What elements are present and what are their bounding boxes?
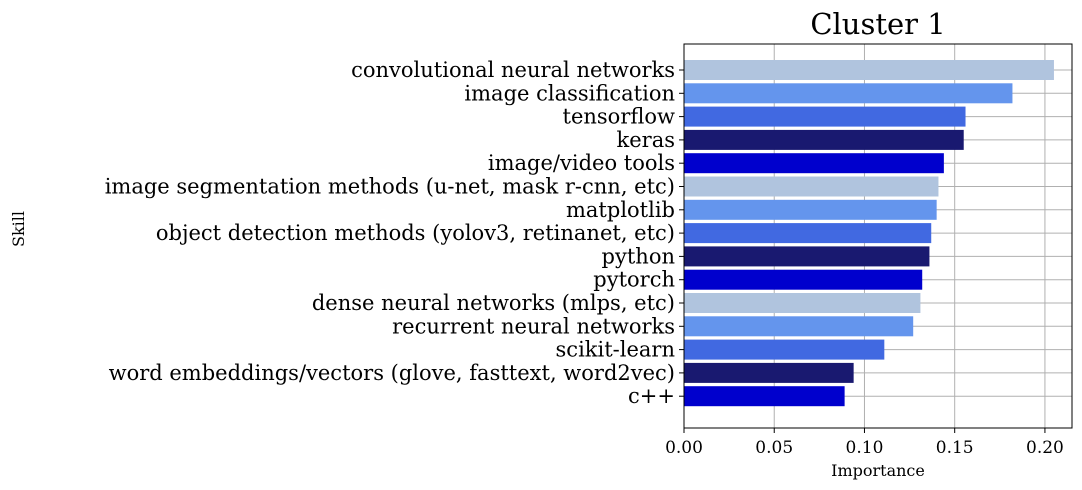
x-tick-label: 0.00: [665, 438, 703, 458]
x-tick-label: 0.05: [755, 438, 793, 458]
bar: [684, 106, 966, 127]
bar: [684, 129, 964, 150]
bars: [684, 60, 1054, 407]
y-tick-label: tensorflow: [563, 105, 676, 129]
y-tick-label: dense neural networks (mlps, etc): [312, 291, 675, 315]
bar: [684, 176, 939, 197]
bar: [684, 199, 937, 220]
y-tick-label: keras: [617, 128, 676, 152]
y-tick-label: matplotlib: [566, 198, 675, 222]
y-tick-label: convolutional neural networks: [351, 58, 675, 82]
bar: [684, 316, 914, 337]
y-tick-label: scikit-learn: [556, 338, 675, 362]
bar: [684, 293, 921, 313]
bar: [684, 362, 854, 383]
bar: [684, 60, 1054, 80]
bar: [684, 153, 944, 174]
x-axis-label: Importance: [831, 461, 925, 480]
y-tick-label: image classification: [464, 81, 675, 105]
y-tick-label: image segmentation methods (u-net, mask …: [105, 175, 675, 199]
y-tick-label: pytorch: [593, 268, 675, 292]
bar: [684, 269, 923, 290]
plot-frame: [683, 43, 1073, 429]
x-tick-label: 0.10: [846, 438, 884, 458]
x-tick-label: 0.15: [936, 438, 974, 458]
y-axis-label: Skill: [9, 211, 28, 247]
y-tick-label: python: [602, 244, 675, 268]
y-tick-label: object detection methods (yolov3, retina…: [156, 221, 675, 245]
x-tick-label: 0.20: [1026, 438, 1064, 458]
bar: [684, 223, 932, 244]
y-tick-label: recurrent neural networks: [392, 314, 675, 338]
y-tick-label: c++: [628, 384, 675, 408]
x-ticks: 0.00 0.05 0.10 0.15 0.20: [665, 428, 1064, 458]
bar: [684, 339, 885, 360]
chart-title: Cluster 1: [810, 7, 945, 41]
bar: [684, 83, 1013, 104]
y-tick-label: word embeddings/vectors (glove, fasttext…: [109, 361, 675, 385]
y-tick-label: image/video tools: [488, 151, 675, 175]
bar: [684, 246, 930, 267]
bar: [684, 386, 845, 407]
